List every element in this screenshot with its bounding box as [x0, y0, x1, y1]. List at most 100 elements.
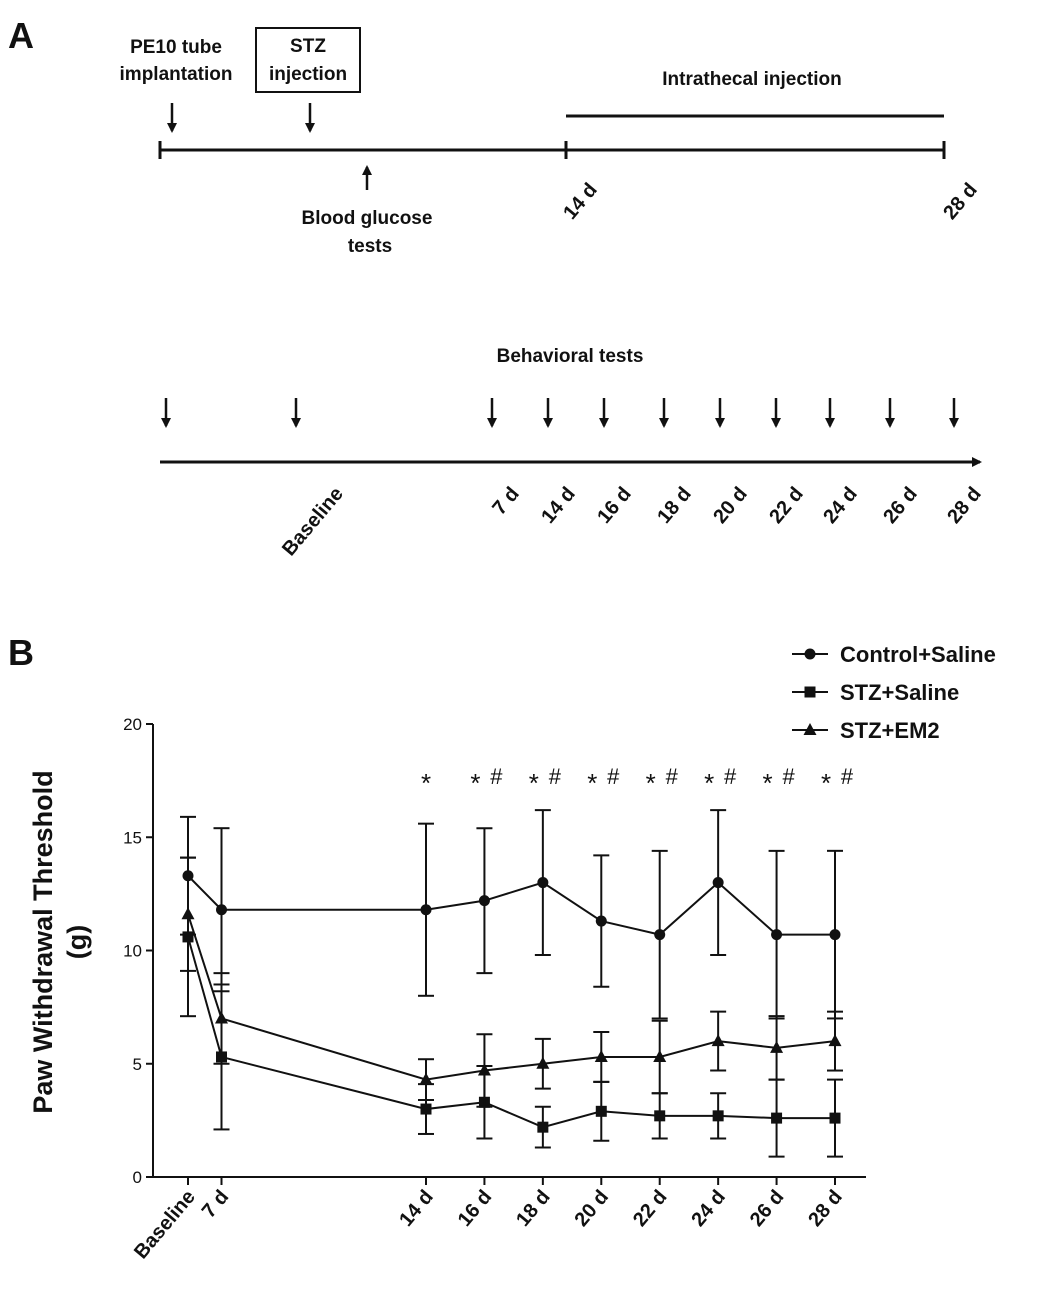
blood-label-line1: Blood glucose [302, 208, 433, 229]
timeline-2: Behavioral tests Baseline 7 d 14 d 16 d 18 d… [160, 346, 986, 560]
sig-hash-6: # [724, 764, 737, 789]
x-tick-label-9: 26 d [746, 1186, 789, 1231]
x-tick-label-6: 20 d [571, 1186, 614, 1231]
pe10-label-line1: PE10 tube [130, 37, 222, 58]
series-3 [180, 856, 843, 1108]
legend-label-1: Control+Saline [840, 642, 996, 667]
stz-label-line2: injection [269, 64, 347, 85]
behavioral-label-2: 7 d [488, 483, 523, 519]
sig-star-3: * [529, 768, 539, 798]
behavioral-label-10: 28 d [943, 483, 986, 528]
data-point-3-1 [181, 907, 195, 920]
sig-hash-3: # [549, 764, 562, 789]
data-point-3-6 [594, 1049, 608, 1062]
behavioral-label-5: 18 d [653, 483, 696, 528]
data-point-3-10 [828, 1034, 842, 1047]
timeline-1-label-28d: 28 d [939, 179, 982, 224]
data-point-2-5 [537, 1121, 549, 1133]
pe10-label-line2: implantation [120, 64, 233, 85]
series-line-3 [187, 913, 836, 1081]
data-point-2-7 [654, 1110, 666, 1122]
behavioral-label-1: Baseline [278, 483, 348, 560]
series-line-2 [187, 936, 835, 1129]
sig-hash-5: # [666, 764, 679, 789]
sig-hash-8: # [841, 764, 854, 789]
y-tick-label-10: 10 [123, 942, 142, 961]
y-tick-label-5: 5 [133, 1055, 142, 1074]
behavioral-test-arrows [161, 398, 959, 428]
intrathecal-label: Intrathecal injection [662, 69, 841, 90]
timeline-1-label-14d: 14 d [559, 179, 602, 224]
series-line-1 [187, 875, 835, 936]
data-point-2-6 [595, 1105, 607, 1117]
data-point-3-7 [653, 1049, 667, 1062]
legend-marker-2 [804, 686, 816, 698]
timeline-1: PE10 tube implantation STZ injection Int… [120, 27, 982, 257]
x-tick-label-2: 7 d [198, 1186, 233, 1222]
sig-hash-7: # [782, 764, 795, 789]
data-point-1-8 [712, 877, 724, 889]
behavioral-label-6: 20 d [709, 483, 752, 528]
x-tick-label-8: 24 d [687, 1186, 730, 1231]
blood-label-line2: tests [348, 236, 392, 257]
data-point-3-3 [419, 1072, 433, 1085]
sig-star-2: * [470, 768, 480, 798]
series-1 [180, 809, 843, 1020]
legend-label-2: STZ+Saline [840, 680, 959, 705]
x-tick-label-3: 14 d [395, 1186, 438, 1231]
legend-marker-1 [804, 648, 816, 660]
significance-annotations: * * # * # * # * # * # * # * # [421, 764, 854, 798]
data-point-3-9 [770, 1040, 784, 1053]
pwt-chart: Paw Withdrawal Threshold (g) 0 5 10 15 20 Bas… [28, 642, 996, 1263]
panel-a-label: A [8, 15, 34, 56]
panel-b-label: B [8, 632, 34, 673]
data-point-2-9 [771, 1112, 783, 1124]
data-point-3-8 [711, 1034, 725, 1047]
chart-legend: Control+Saline STZ+Saline STZ+EM2 [792, 642, 996, 743]
y-tick-label-15: 15 [123, 828, 142, 847]
data-point-3-5 [536, 1056, 550, 1069]
sig-star-7: * [763, 768, 773, 798]
data-point-2-8 [712, 1110, 724, 1122]
sig-hash-4: # [607, 764, 620, 789]
series-2 [180, 856, 843, 1158]
legend-marker-3 [803, 723, 817, 735]
data-point-1-6 [595, 915, 607, 927]
behavioral-label-9: 26 d [879, 483, 922, 528]
legend-label-3: STZ+EM2 [840, 718, 940, 743]
behavioral-label-3: 14 d [537, 483, 580, 528]
data-point-1-7 [654, 929, 666, 941]
sig-star-4: * [587, 768, 597, 798]
sig-hash-2: # [490, 764, 503, 789]
y-tick-label-0: 0 [133, 1168, 142, 1187]
behavioral-test-labels: Baseline 7 d 14 d 16 d 18 d 20 d 22 d 24 d 26 d 2… [278, 483, 986, 560]
x-tick-label-4: 16 d [454, 1186, 497, 1231]
behavioral-label-8: 24 d [819, 483, 862, 528]
stz-box [255, 27, 361, 93]
sig-star-5: * [646, 768, 656, 798]
y-axis-title-line1: Paw Withdrawal Threshold [28, 770, 58, 1113]
data-point-2-3 [420, 1103, 432, 1115]
data-point-1-10 [829, 929, 841, 941]
data-point-2-10 [829, 1112, 841, 1124]
behavioral-label-7: 22 d [765, 483, 808, 528]
behavioral-label-4: 16 d [593, 483, 636, 528]
x-tick-label-1: Baseline [130, 1186, 200, 1263]
x-tick-label-7: 22 d [629, 1186, 672, 1231]
data-point-1-3 [420, 904, 432, 916]
x-tick-label-10: 28 d [804, 1186, 847, 1231]
y-axis-title-line2: (g) [62, 925, 92, 959]
sig-star-8: * [821, 768, 831, 798]
data-point-3-4 [477, 1063, 491, 1076]
data-point-1-5 [537, 877, 549, 889]
y-tick-label-20: 20 [123, 715, 142, 734]
sig-star-6: * [704, 768, 714, 798]
data-point-1-9 [771, 929, 783, 941]
stz-label-line1: STZ [290, 36, 326, 57]
data-point-3-2 [215, 1011, 228, 1024]
data-point-1-4 [478, 895, 490, 907]
data-point-1-2 [216, 904, 227, 916]
